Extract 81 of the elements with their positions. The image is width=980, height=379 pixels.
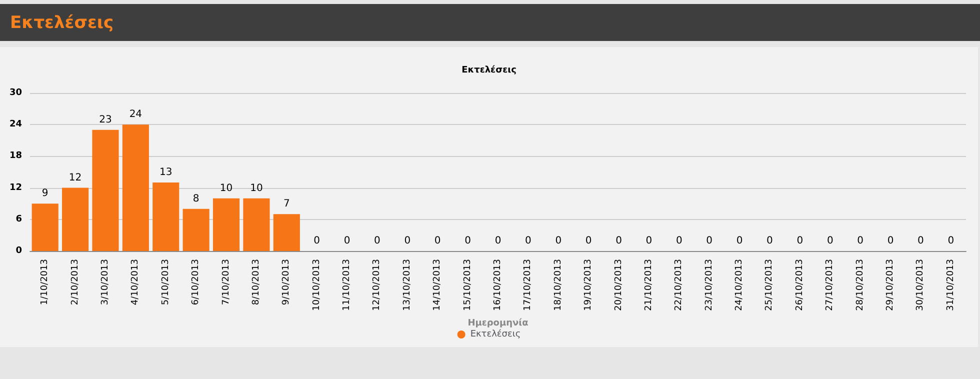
x-axis-title: Ημερομηνία bbox=[468, 317, 528, 328]
data-label: 0 bbox=[555, 236, 562, 246]
data-label: 0 bbox=[585, 236, 592, 246]
bar bbox=[212, 198, 240, 251]
data-label: 0 bbox=[736, 236, 743, 246]
data-label: 24 bbox=[129, 109, 142, 120]
data-label: 0 bbox=[525, 236, 532, 246]
x-tick-label: 15/10/2013 bbox=[462, 259, 473, 311]
bar bbox=[62, 188, 89, 251]
x-tick-label: 30/10/2013 bbox=[916, 259, 926, 311]
data-label: 0 bbox=[948, 236, 954, 246]
data-label: 0 bbox=[494, 236, 502, 246]
x-tick-label: 22/10/2013 bbox=[674, 259, 684, 311]
x-tick-label: 20/10/2013 bbox=[614, 259, 624, 311]
data-label: 23 bbox=[99, 114, 112, 126]
x-tick-label: 13/10/2013 bbox=[402, 259, 412, 311]
x-tick-label: 31/10/2013 bbox=[946, 259, 956, 311]
x-tick-label: 29/10/2013 bbox=[886, 259, 896, 311]
bar bbox=[273, 214, 300, 251]
x-tick-label: 18/10/2013 bbox=[553, 259, 564, 311]
data-label: 9 bbox=[42, 188, 48, 200]
x-tick-label: 24/10/2013 bbox=[734, 259, 745, 311]
x-tick-label: 10/10/2013 bbox=[312, 259, 322, 311]
data-label: 0 bbox=[887, 236, 894, 246]
x-tick-label: 7/10/2013 bbox=[221, 259, 232, 306]
x-tick-label: 3/10/2013 bbox=[100, 259, 110, 306]
data-label: 0 bbox=[766, 236, 773, 246]
data-label: 0 bbox=[344, 236, 350, 246]
x-tick-label: 28/10/2013 bbox=[855, 259, 866, 311]
x-tick-label: 19/10/2013 bbox=[584, 259, 594, 311]
x-tick-label: 25/10/2013 bbox=[764, 259, 775, 311]
data-label: 0 bbox=[826, 236, 834, 246]
x-tick-label: 6/10/2013 bbox=[191, 259, 202, 306]
y-tick-label: 24 bbox=[9, 120, 22, 130]
bar bbox=[182, 208, 210, 251]
data-label: 13 bbox=[160, 167, 172, 178]
data-label: 0 bbox=[616, 236, 622, 246]
x-tick-label: 11/10/2013 bbox=[342, 259, 352, 311]
data-label: 0 bbox=[314, 236, 320, 246]
x-tick-label: 26/10/2013 bbox=[794, 259, 805, 311]
data-label: 0 bbox=[464, 236, 471, 246]
data-label: 0 bbox=[646, 236, 652, 246]
y-tick-label: 18 bbox=[9, 151, 22, 162]
x-tick-label: 12/10/2013 bbox=[372, 259, 382, 311]
y-tick-label: 12 bbox=[9, 182, 22, 193]
bar bbox=[152, 182, 180, 251]
x-tick-label: 23/10/2013 bbox=[704, 259, 714, 311]
x-tick-label: 27/10/2013 bbox=[825, 259, 836, 311]
data-label: 10 bbox=[220, 182, 233, 194]
data-label: 10 bbox=[250, 182, 263, 194]
x-tick-label: 9/10/2013 bbox=[282, 259, 292, 306]
data-label: 0 bbox=[404, 236, 411, 246]
x-tick-label: 8/10/2013 bbox=[251, 259, 262, 306]
data-label: 12 bbox=[68, 172, 82, 184]
data-label: 0 bbox=[857, 236, 864, 246]
bar bbox=[122, 124, 149, 251]
data-label: 8 bbox=[192, 193, 200, 204]
y-tick-label: 0 bbox=[16, 246, 22, 256]
x-tick-label: 14/10/2013 bbox=[432, 259, 443, 311]
x-tick-label: 5/10/2013 bbox=[160, 259, 171, 306]
x-tick-label: 4/10/2013 bbox=[130, 259, 141, 306]
chart-subtitle: Εκτελέσεις bbox=[462, 64, 516, 76]
x-tick-label: 21/10/2013 bbox=[644, 259, 654, 311]
data-label: 7 bbox=[283, 198, 290, 210]
x-tick-label: 17/10/2013 bbox=[523, 259, 534, 311]
bar bbox=[32, 204, 58, 251]
data-label: 0 bbox=[706, 236, 713, 246]
y-tick-label: 30 bbox=[9, 88, 22, 98]
chart-title: Εκτελέσεις bbox=[10, 12, 114, 32]
x-tick-label: 1/10/2013 bbox=[40, 259, 50, 306]
x-tick-label: 16/10/2013 bbox=[493, 259, 503, 311]
data-label: 0 bbox=[918, 236, 924, 246]
legend-label: Εκτελέσεις bbox=[470, 328, 521, 340]
data-label: 0 bbox=[676, 236, 682, 246]
data-label: 0 bbox=[434, 236, 441, 246]
data-label: 0 bbox=[374, 236, 380, 246]
y-tick-label: 6 bbox=[16, 214, 22, 224]
x-tick-label: 2/10/2013 bbox=[70, 259, 80, 306]
data-label: 0 bbox=[796, 236, 804, 246]
bar bbox=[92, 130, 119, 251]
bar bbox=[243, 198, 270, 251]
